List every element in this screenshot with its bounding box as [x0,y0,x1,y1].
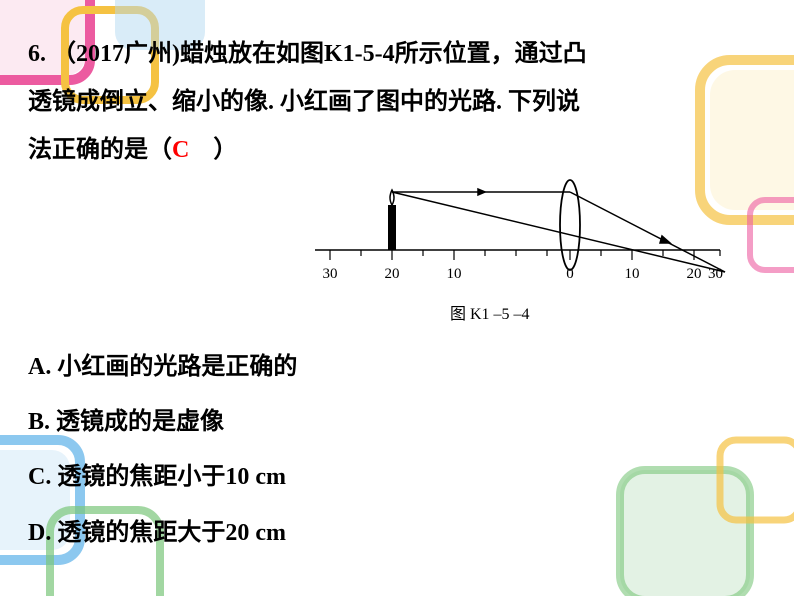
stem-part2: 透镜成倒立、缩小的像. 小红画了图中的光路. 下列说 [28,89,580,115]
tick-label: 30 [323,266,338,282]
candle-icon [388,190,396,250]
tick-label: 20 [385,266,400,282]
stem-part3-suffix: ） [189,137,237,163]
stem-part1: 蜡烛放在如图K1-5-4所示位置，通过凸 [180,41,587,67]
option-a: A. 小红画的光路是正确的 [28,340,297,395]
light-rays [392,189,725,272]
content-area: 6. （2017广州)蜡烛放在如图K1-5-4所示位置，通过凸 透镜成倒立、缩小… [0,0,794,174]
stem-part3-prefix: 法正确的是（ [28,137,172,163]
question-source: （2017广州) [52,41,180,67]
optics-diagram: 30 20 10 0 10 20 30 [310,170,730,310]
question-number: 6. [28,41,46,67]
tick-label: 20 [687,266,702,282]
tick-label: 10 [625,266,640,282]
question-stem: 6. （2017广州)蜡烛放在如图K1-5-4所示位置，通过凸 透镜成倒立、缩小… [28,30,766,174]
option-c: C. 透镜的焦距小于10 cm [28,450,297,505]
tick-label: 10 [447,266,462,282]
answer-mark: C [172,137,189,163]
option-d: D. 透镜的焦距大于20 cm [28,506,297,561]
option-b: B. 透镜成的是虚像 [28,395,297,450]
diagram-caption: 图 K1 –5 –4 [450,300,530,324]
options-list: A. 小红画的光路是正确的 B. 透镜成的是虚像 C. 透镜的焦距小于10 cm… [28,340,297,561]
